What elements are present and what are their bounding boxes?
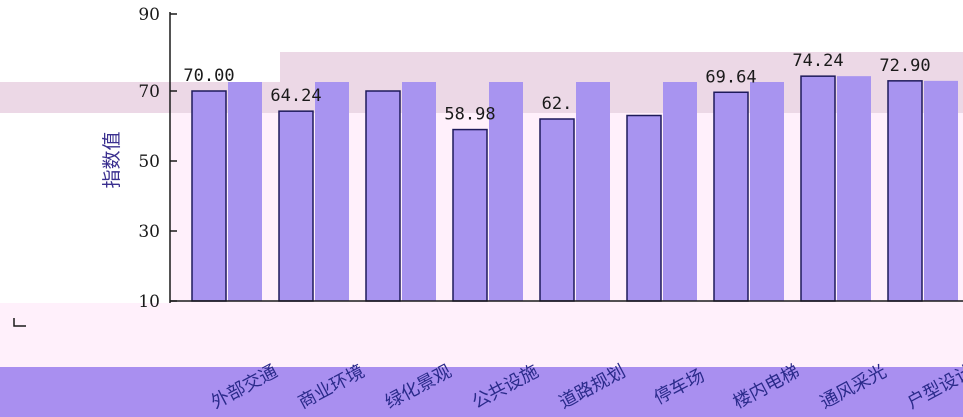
bar-value-label: 64.24 (270, 86, 321, 106)
bar (713, 91, 749, 302)
bar-background (750, 82, 784, 301)
bars-group (191, 75, 958, 302)
bar-background (402, 82, 436, 301)
bar (887, 80, 923, 302)
bar-background (837, 76, 871, 301)
bar-background (228, 82, 262, 301)
bar-value-label: 74.24 (792, 51, 843, 71)
bar (800, 75, 836, 302)
bar (278, 110, 314, 302)
y-tick-label: 90 (138, 5, 160, 25)
bar-background (663, 82, 697, 301)
corner-mark (13, 318, 26, 327)
bar (539, 118, 575, 302)
bar-background (489, 82, 523, 301)
bar (365, 90, 401, 302)
bar-value-label: 72.90 (879, 56, 930, 76)
bar-value-label: 62. (542, 94, 573, 114)
bar-background (315, 82, 349, 301)
bar-value-label: 69.64 (705, 67, 756, 87)
value-labels-group: 70.00 64.24 58.98 62. 69.64 74.24 72.90 (183, 51, 930, 124)
bar-value-label: 70.00 (183, 66, 234, 86)
bar (452, 128, 488, 302)
bottom-band-inner (0, 367, 963, 417)
bar-background (924, 80, 958, 301)
y-tick-label: 10 (138, 292, 160, 312)
bar (626, 114, 662, 302)
bar-value-label: 58.98 (444, 105, 495, 125)
y-axis-label: 指数值 (101, 131, 123, 188)
y-tick-label: 30 (138, 222, 160, 242)
bar (191, 90, 227, 302)
lower-left-area (0, 303, 963, 367)
y-axis-ticks: 10 30 50 70 90 (138, 5, 177, 312)
y-tick-label: 50 (138, 152, 160, 172)
y-tick-label: 70 (138, 82, 160, 102)
bar-background (576, 82, 610, 301)
